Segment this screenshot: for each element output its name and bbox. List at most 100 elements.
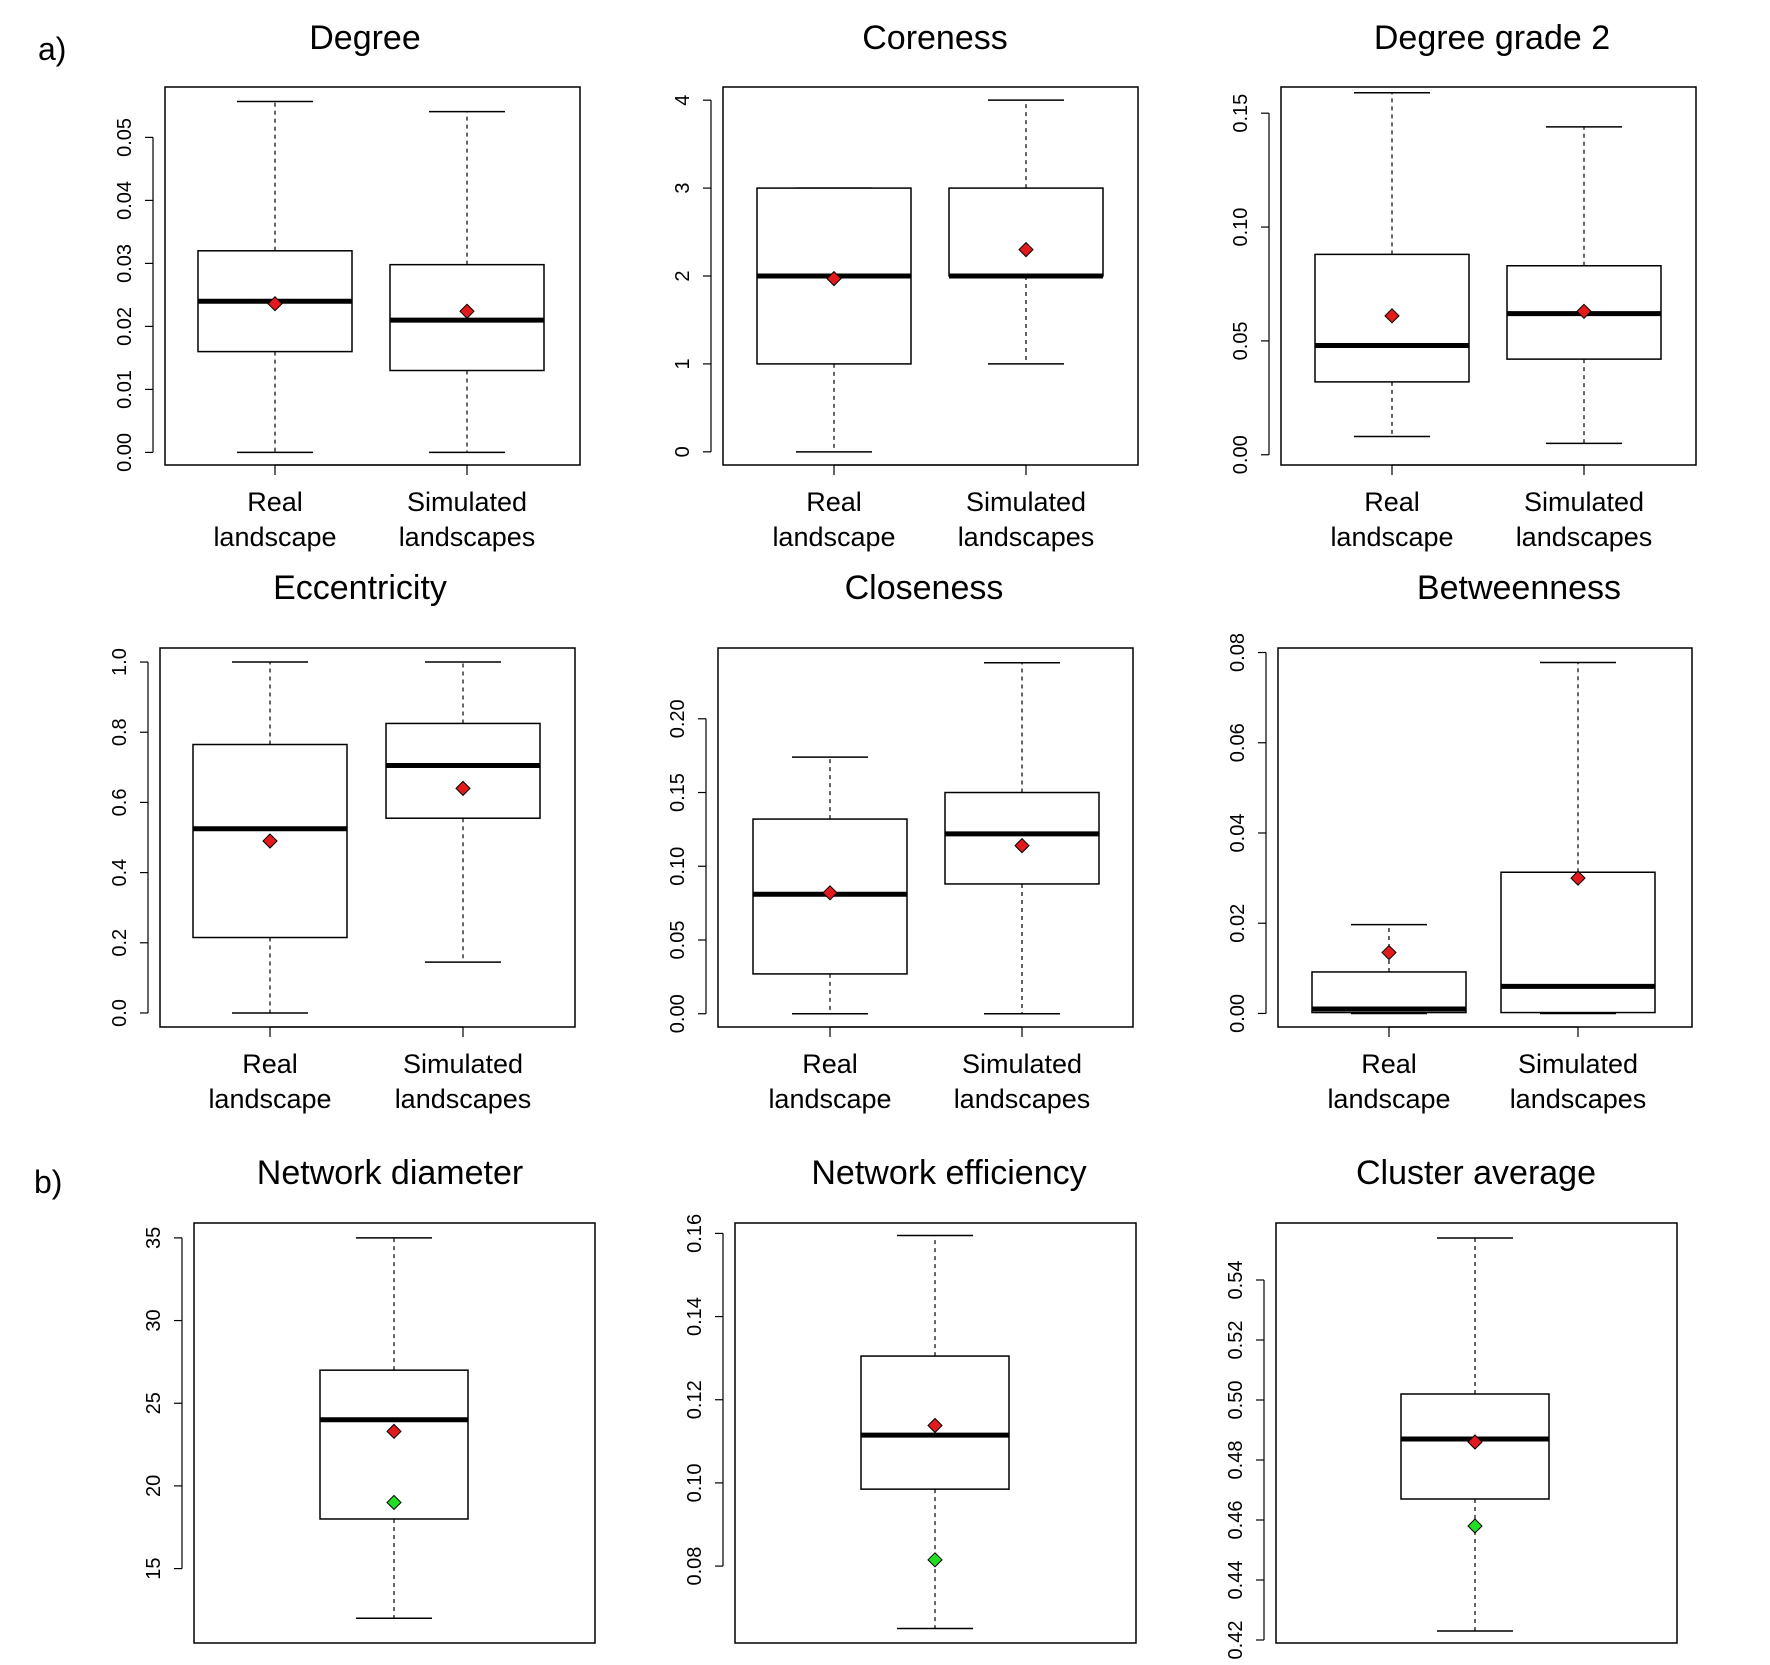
box-2 (1506, 126, 1662, 445)
x-category-label: Simulated (1518, 1049, 1638, 1079)
charts: Degree0.000.010.020.030.040.05Reallandsc… (109, 19, 1697, 1659)
x-category-label: landscapes (1510, 1084, 1647, 1114)
chart-7: Network diameter 15 20 25 30 35 (143, 1154, 596, 1644)
x-category-label: Simulated (962, 1049, 1082, 1079)
mean-marker (1381, 944, 1397, 961)
y-tick-label: 0.8 (109, 718, 131, 746)
y-tick-label: 0.03 (114, 244, 136, 283)
plot-frame (1275, 1222, 1678, 1644)
chart-title: Eccentricity (273, 569, 447, 607)
y-tick-label: 0.46 (1225, 1501, 1247, 1540)
y-tick-label: 0.20 (667, 699, 689, 738)
box-1 (192, 661, 348, 1014)
y-tick-label: 0.15 (1230, 94, 1252, 133)
y-tick-label: 0.00 (667, 994, 689, 1033)
y-tick-label: 0.54 (1225, 1261, 1247, 1300)
real-value-marker (386, 1494, 402, 1511)
iqr-box (385, 722, 541, 819)
y-tick-label: 0.08 (1227, 633, 1249, 672)
y-tick-label: 20 (143, 1475, 165, 1497)
chart-title: Cluster average (1356, 1154, 1596, 1192)
y-tick-label: 0.10 (684, 1463, 706, 1502)
chart-title: Betweenness (1417, 569, 1621, 607)
mean-marker (1014, 837, 1030, 854)
y-tick-label: 0.10 (667, 847, 689, 886)
x-category-label: landscapes (395, 1084, 532, 1114)
chart-9: Cluster average 0.42 0.44 0.46 0.48 0.50 0.52 0… (1225, 1154, 1678, 1659)
iqr-box (1500, 871, 1656, 1014)
chart-title: Network efficiency (811, 1154, 1086, 1192)
chart-4: Eccentricity 0.0 0.2 0.4 0.6 0.8 1.0 Real landsc… (109, 569, 576, 1114)
y-tick-label: 0.0 (109, 999, 131, 1027)
chart-6: Betweenness 0.00 0.02 0.04 0.06 0.08 Real lands… (1227, 569, 1693, 1114)
x-category-label: Simulated (1524, 487, 1644, 517)
y-tick-label: 0.6 (109, 789, 131, 817)
mean-marker (1467, 1434, 1483, 1450)
box-1 (1400, 1237, 1550, 1632)
y-tick-label: 0.14 (684, 1297, 706, 1336)
iqr-box (1311, 971, 1467, 1014)
y-tick-label: 0.10 (1230, 208, 1252, 247)
x-category-label: landscape (772, 522, 895, 552)
mean-marker (1570, 870, 1586, 886)
chart-2: Coreness 0 1 2 3 4 Real landscape Simulated lands… (672, 19, 1139, 552)
y-tick-label: 0.2 (109, 929, 131, 957)
y-tick-label: 0.15 (667, 773, 689, 812)
y-tick-label: 0.50 (1225, 1381, 1247, 1420)
y-tick-label: 0.02 (114, 307, 136, 346)
y-tick-label: 0.02 (1227, 904, 1249, 943)
x-category-label: landscape (213, 522, 336, 552)
x-category-label: landscapes (954, 1084, 1091, 1114)
x-category-label: landscapes (1516, 522, 1653, 552)
box-1 (752, 756, 908, 1015)
mean-marker (459, 303, 475, 319)
box-1 (319, 1237, 469, 1619)
mean-marker (826, 270, 842, 287)
chart-3: Degree grade 2 0.00 0.05 0.10 0.15 Real landsc… (1230, 19, 1697, 552)
plot-frame (734, 1222, 1137, 1644)
plot-frame (193, 1222, 596, 1644)
y-tick-label: 3 (672, 183, 694, 194)
x-category-label: landscapes (958, 522, 1095, 552)
y-tick-label: 0.05 (1230, 321, 1252, 360)
mean-marker (455, 780, 471, 797)
x-category-label: Simulated (966, 487, 1086, 517)
iqr-box (319, 1369, 469, 1520)
x-category-label: Real (802, 1049, 858, 1079)
chart-title: Network diameter (257, 1154, 523, 1192)
y-tick-label: 4 (672, 95, 694, 106)
x-category-label: Real (806, 487, 862, 517)
box-2 (944, 661, 1100, 1015)
mean-marker (1384, 308, 1400, 324)
chart-8: Network efficiency 0.08 0.10 0.12 0.14 0.16 (684, 1154, 1137, 1644)
x-category-label: landscape (1327, 1084, 1450, 1114)
x-category-label: Simulated (407, 487, 527, 517)
x-category-label: landscape (208, 1084, 331, 1114)
box-2 (948, 99, 1104, 365)
y-tick-label: 0.06 (1227, 723, 1249, 762)
x-category-label: Real (1361, 1049, 1417, 1079)
chart-1: Degree 0.00 0.01 0.02 0.03 0.04 0.05 Real landsc… (114, 19, 581, 552)
iqr-box (948, 187, 1104, 277)
chart-title: Closeness (845, 569, 1004, 607)
mean-marker (1018, 241, 1034, 258)
x-category-label: Real (247, 487, 303, 517)
mean-marker (1576, 303, 1592, 320)
y-tick-label: 0.00 (1227, 994, 1249, 1033)
y-tick-label: 0.16 (684, 1214, 706, 1253)
mean-marker (822, 885, 838, 901)
real-value-marker (1467, 1518, 1483, 1534)
x-category-label: Real (1364, 487, 1420, 517)
chart-5: Closeness 0.00 0.05 0.10 0.15 0.20 Real landsca… (667, 569, 1134, 1114)
y-tick-label: 1 (672, 358, 694, 369)
mean-marker (267, 296, 283, 312)
box-2 (385, 661, 541, 963)
chart-title: Coreness (862, 19, 1008, 57)
box-2 (389, 110, 545, 454)
y-tick-label: 0.12 (684, 1380, 706, 1419)
mean-marker (927, 1417, 943, 1434)
y-tick-label: 0.08 (684, 1547, 706, 1586)
box-2 (1500, 661, 1656, 1015)
mean-marker (386, 1423, 402, 1440)
box-1 (197, 100, 353, 454)
